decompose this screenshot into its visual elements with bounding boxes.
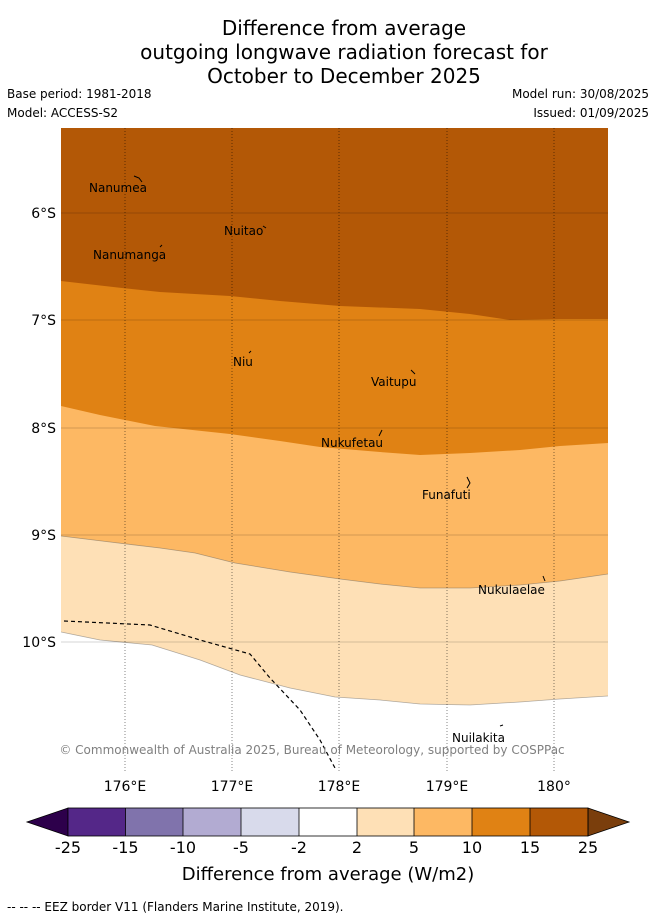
lat-tick: 7°S <box>31 313 56 329</box>
lat-tick: 10°S <box>22 635 56 651</box>
colorbar-tick: -25 <box>55 838 81 857</box>
band-neutral <box>61 632 608 771</box>
forecast-map: Nanumea Nuitao Nanumanga Niu Vaitupu Nuk… <box>22 128 608 795</box>
colorbar-tick: -10 <box>170 838 196 857</box>
eez-footnote: -- -- -- EEZ border V11 (Flanders Marine… <box>7 900 344 914</box>
colorbar-bin <box>68 808 126 836</box>
colorbar-outline <box>67 807 589 837</box>
colorbar-bin <box>472 808 530 836</box>
eez-border <box>63 620 336 769</box>
place-label-funafuti: Funafuti <box>422 488 471 502</box>
island-nanumanga <box>159 244 163 248</box>
model-run: Model run: 30/08/2025 <box>511 87 649 101</box>
island-shapes <box>133 175 546 727</box>
island-nuitao <box>262 225 267 229</box>
colorbar-bin <box>241 808 299 836</box>
place-label-nanumanga: Nanumanga <box>93 248 166 262</box>
title-line-1: Difference from average <box>221 16 467 40</box>
place-label-nukulaelae: Nukulaelae <box>478 583 545 597</box>
colorbar-right-extension <box>587 807 631 837</box>
colorbar-tick: 15 <box>520 838 540 857</box>
lon-gridlines <box>124 128 555 771</box>
colorbar-tick: -15 <box>112 838 138 857</box>
lat-tick: 8°S <box>31 421 56 437</box>
lon-tick: 178°E <box>318 779 361 795</box>
colorbar-bin <box>125 808 183 836</box>
island-nukulaelae <box>542 575 546 582</box>
colorbar-bin <box>183 808 241 836</box>
lon-tick: 180° <box>537 779 571 795</box>
place-label-nuilakita: Nuilakita <box>452 731 505 745</box>
lat-gridlines <box>61 212 608 643</box>
colorbar-tick: -2 <box>291 838 307 857</box>
issued-date: Issued: 01/09/2025 <box>533 106 649 120</box>
colorbar-separators <box>125 808 531 836</box>
title-line-2: outgoing longwave radiation forecast for <box>140 40 548 64</box>
island-nuilakita <box>499 724 504 727</box>
colorbar-bin <box>357 808 414 836</box>
place-label-vaitupu: Vaitupu <box>371 375 417 389</box>
lon-tick: 176°E <box>104 779 147 795</box>
lat-tick-labels: 6°S 7°S 8°S 9°S 10°S <box>22 206 56 651</box>
model-name: Model: ACCESS-S2 <box>7 106 119 120</box>
colorbar-tick: 2 <box>352 838 362 857</box>
island-funafuti <box>466 476 471 489</box>
colorbar-label: Difference from average (W/m2) <box>182 864 474 885</box>
lon-tick: 179°E <box>426 779 469 795</box>
lat-tick: 6°S <box>31 206 56 222</box>
place-label-niu: Niu <box>233 355 253 369</box>
lon-tick: 177°E <box>211 779 254 795</box>
colorbar-left-extension <box>25 807 69 837</box>
place-label-nanumea: Nanumea <box>89 181 147 195</box>
colorbar-bin <box>414 808 472 836</box>
colorbar-bin <box>530 808 588 836</box>
island-nukufetau <box>378 429 383 437</box>
colorbar-tick: 25 <box>578 838 598 857</box>
copyright-notice: © Commonwealth of Australia 2025, Bureau… <box>59 743 564 757</box>
place-label-nuitao: Nuitao <box>224 224 263 238</box>
colorbar-bin <box>299 808 357 836</box>
place-label-nukufetau: Nukufetau <box>321 436 383 450</box>
title-line-3: October to December 2025 <box>207 64 481 88</box>
island-niu <box>248 350 252 354</box>
colorbar-tick: 10 <box>462 838 482 857</box>
lat-tick: 9°S <box>31 528 56 544</box>
colorbar-tick: -5 <box>233 838 249 857</box>
base-period: Base period: 1981-2018 <box>7 87 152 101</box>
island-vaitupu <box>410 369 416 375</box>
chart-title: Difference from average outgoing longwav… <box>0 16 655 88</box>
colorbar-tick: 5 <box>409 838 419 857</box>
island-nanumea <box>133 175 143 183</box>
lon-tick-labels: 176°E 177°E 178°E 179°E 180° <box>104 779 571 795</box>
contour-lines <box>61 535 608 706</box>
colorbar: -25 -15 -10 -5 -2 2 5 10 15 25 Differenc… <box>25 807 631 885</box>
